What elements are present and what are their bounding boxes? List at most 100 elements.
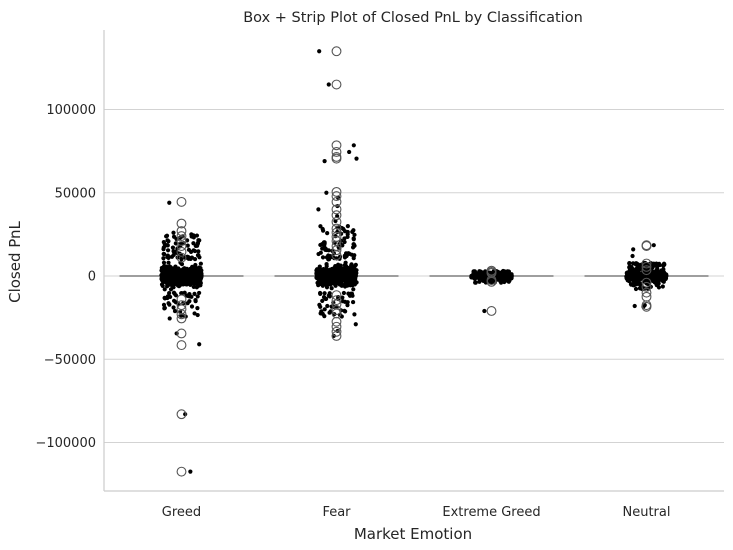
strip-point bbox=[327, 257, 332, 262]
strip-point bbox=[197, 342, 202, 347]
strip-point bbox=[179, 253, 184, 258]
strip-point bbox=[324, 190, 329, 195]
outlier-flier bbox=[331, 153, 342, 164]
strip-point bbox=[346, 275, 351, 280]
strip-point bbox=[632, 282, 637, 287]
strip-point bbox=[320, 226, 325, 232]
strip-point bbox=[627, 260, 632, 266]
strip-point bbox=[189, 255, 195, 260]
strip-point bbox=[161, 260, 167, 265]
strip-point bbox=[195, 253, 201, 258]
strip-point bbox=[351, 287, 356, 292]
strip-point bbox=[482, 308, 487, 314]
strip-point bbox=[195, 306, 200, 311]
x-tick-label: Fear bbox=[322, 505, 351, 520]
x-tick-label: Greed bbox=[162, 505, 201, 520]
strip-point bbox=[477, 276, 482, 281]
strip-point bbox=[171, 298, 177, 303]
strip-point bbox=[347, 149, 352, 155]
strip-point bbox=[354, 268, 359, 273]
strip-point bbox=[650, 265, 655, 270]
outlier-flier bbox=[331, 79, 342, 90]
outlier-flier bbox=[641, 301, 652, 312]
outlier-flier bbox=[176, 241, 187, 251]
strip-point bbox=[350, 293, 355, 298]
strip-point bbox=[324, 264, 329, 269]
strip-point bbox=[328, 274, 333, 279]
strip-point bbox=[325, 303, 330, 309]
strip-point bbox=[319, 309, 324, 314]
strip-point bbox=[324, 275, 329, 281]
outlier-flier bbox=[641, 277, 652, 288]
strip-point bbox=[314, 267, 320, 272]
strip-point bbox=[171, 234, 177, 239]
strip-point bbox=[318, 224, 323, 229]
strip-point bbox=[196, 265, 202, 270]
strip-point bbox=[171, 305, 176, 310]
outlier-flier bbox=[331, 191, 342, 202]
strip-point bbox=[189, 276, 194, 281]
strip-point bbox=[317, 276, 322, 281]
strip-point bbox=[505, 269, 510, 274]
strip-point bbox=[349, 275, 354, 280]
strip-point bbox=[197, 290, 202, 296]
strip-point bbox=[342, 308, 347, 313]
outlier-flier bbox=[331, 305, 342, 316]
strip-point bbox=[333, 263, 338, 269]
strip-point bbox=[340, 295, 345, 300]
strip-point bbox=[472, 276, 478, 281]
strip-point bbox=[163, 278, 169, 283]
outlier-flier bbox=[331, 316, 342, 327]
strip-point bbox=[176, 274, 181, 279]
strip-point bbox=[167, 291, 172, 296]
strip-point bbox=[625, 271, 630, 276]
strip-point bbox=[322, 291, 327, 296]
strip-point bbox=[191, 248, 196, 253]
strip-point bbox=[162, 287, 167, 292]
outlier-flier bbox=[331, 46, 342, 57]
outlier-flier bbox=[641, 265, 652, 276]
strip-point bbox=[650, 273, 655, 278]
strip-point bbox=[167, 302, 172, 307]
strip-point bbox=[161, 276, 166, 281]
strip-point bbox=[171, 290, 177, 295]
outlier-flier bbox=[331, 330, 342, 341]
strip-point bbox=[636, 273, 641, 278]
strip-point bbox=[338, 263, 343, 268]
strip-point bbox=[630, 267, 635, 273]
strip-point bbox=[350, 299, 356, 305]
x-axis-label: Market Emotion bbox=[354, 525, 472, 543]
strip-point bbox=[318, 267, 323, 272]
strip-point bbox=[322, 244, 327, 249]
outlier-flier bbox=[176, 340, 187, 351]
strip-point bbox=[637, 267, 642, 272]
strip-point bbox=[627, 265, 632, 270]
strip-point bbox=[342, 229, 348, 234]
strip-point bbox=[327, 291, 332, 296]
strip-point bbox=[651, 243, 656, 248]
strip-point bbox=[194, 233, 200, 238]
outlier-flier bbox=[176, 252, 187, 263]
strip-point bbox=[660, 284, 665, 289]
strip-point bbox=[322, 270, 327, 275]
strip-point bbox=[162, 243, 168, 248]
strip-point bbox=[187, 281, 192, 286]
strip-point bbox=[162, 306, 167, 311]
strip-point bbox=[167, 200, 172, 205]
strip-point bbox=[171, 230, 176, 235]
strip-layer bbox=[159, 49, 669, 474]
strip-point bbox=[193, 266, 198, 271]
strip-point bbox=[351, 143, 356, 148]
strip-point bbox=[354, 156, 359, 161]
strip-point bbox=[161, 251, 166, 257]
flier-layer bbox=[176, 46, 652, 477]
outlier-flier bbox=[176, 246, 187, 257]
strip-point bbox=[661, 279, 666, 284]
strip-point bbox=[351, 236, 356, 241]
outlier-flier bbox=[641, 241, 652, 251]
outlier-flier bbox=[331, 326, 342, 337]
strip-point bbox=[343, 280, 348, 285]
y-tick-label: 0 bbox=[88, 270, 96, 285]
strip-point bbox=[333, 273, 338, 278]
strip-point bbox=[326, 82, 331, 87]
